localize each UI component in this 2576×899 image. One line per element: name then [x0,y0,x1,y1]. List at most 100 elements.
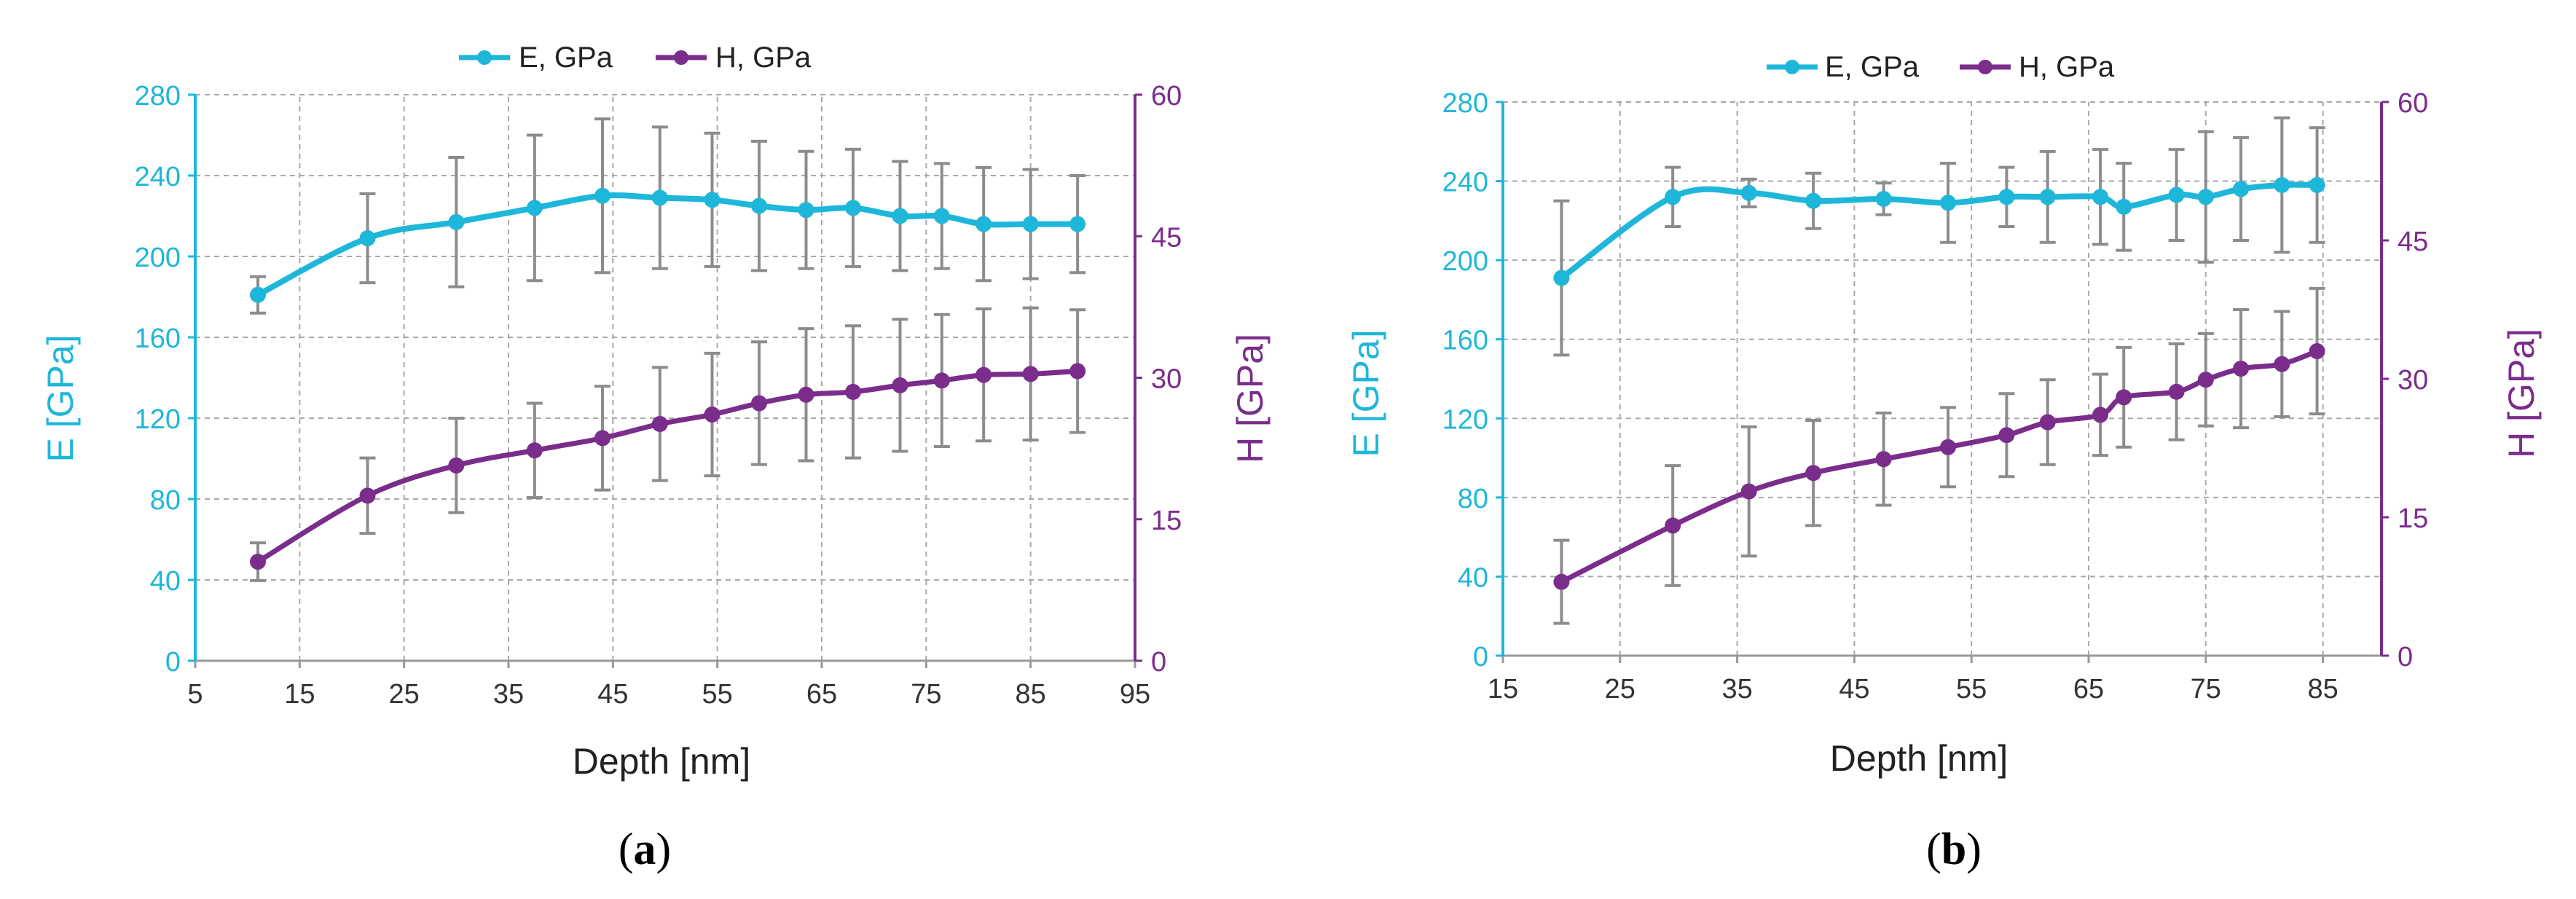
y-right-tick-label: 15 [2398,503,2428,534]
panel-b: 15 25 35 45 55 65 75 85040801201602002402800153… [1346,51,2542,874]
h-data-point [933,372,950,389]
y-left-tick-label: 120 [135,404,181,435]
panel-b-legend: E, GPa H, GPa [1767,51,2115,83]
x-tick-label: 45 [597,679,628,710]
h-data-point [2274,356,2290,372]
caption-open: ( [1926,825,1941,874]
h-data-point [892,377,908,393]
y-right-tick-label: 15 [1151,506,1182,536]
e-data-point [2197,189,2214,205]
h-data-point [2092,407,2109,423]
e-data-point [751,197,767,214]
h-series-line [1560,348,2318,584]
h-data-point [2309,343,2325,359]
h-data-point [594,430,610,447]
panel-b-x-axis-label: Depth [nm] [1830,738,2008,779]
e-data-point [975,216,992,232]
panel-b-series-lines [1560,181,2318,584]
panel-a-data-points [250,187,1086,570]
e-data-point [2039,189,2056,205]
y-left-tick-label: 80 [1458,484,1488,514]
e-data-point [1069,216,1086,232]
e-series-line [256,192,1078,298]
panel-b-data-points [1553,177,2325,590]
panel-a-axes [188,93,1142,668]
h-data-point [448,457,465,474]
y-left-tick-label: 160 [1442,326,1488,356]
x-tick-label: 45 [1839,674,1869,704]
legend-h-marker [674,50,688,65]
y-right-tick-label: 60 [2398,88,2428,119]
h-data-point [751,395,767,412]
h-series-line [256,368,1078,565]
h-data-point [1875,451,1892,468]
y-left-tick-label: 40 [1458,562,1488,593]
x-tick-label: 65 [806,679,837,710]
h-data-point [2197,372,2214,388]
e-data-point [1553,270,1570,286]
e-data-point [933,208,950,224]
panel-a-x-axis-label: Depth [nm] [573,741,751,782]
e-data-point [1740,184,1757,201]
x-tick-label: 5 [187,679,203,710]
x-tick-label: 25 [1605,674,1635,704]
h-data-point [1069,363,1086,380]
y-left-tick-label: 240 [135,162,181,192]
e-data-point [1665,189,1681,205]
y-left-tick-label: 240 [1442,168,1488,198]
h-data-point [1665,517,1681,534]
e-data-point [704,192,720,208]
x-tick-label: 65 [2073,674,2104,704]
e-data-point [1875,191,1892,207]
x-tick-label: 15 [1488,674,1518,704]
h-data-point [651,415,668,432]
y-left-tick-label: 0 [165,647,181,678]
x-tick-label: 85 [1016,679,1046,710]
x-tick-label: 75 [2191,674,2221,704]
panel-a-grid [195,94,1136,661]
h-data-point [250,554,266,570]
y-left-tick-label: 0 [1473,642,1488,672]
x-tick-label: 35 [1721,674,1752,704]
e-data-point [2309,177,2325,193]
panel-b-grid [1503,101,2381,656]
panel-a-series-lines [256,192,1078,565]
x-tick-label: 55 [702,679,733,710]
e-data-point [594,187,610,204]
e-data-point [798,202,814,219]
caption-letter: a [634,825,656,874]
y-right-tick-label: 0 [1151,647,1166,678]
e-data-point [892,208,908,224]
x-tick-label: 25 [389,679,420,710]
x-tick-label: 35 [493,679,524,710]
h-data-point [1940,439,1957,455]
e-series-line [1560,181,2317,280]
h-data-point [359,487,376,504]
h-data-point [2168,383,2185,400]
panel-b-tick-labels: 15 25 35 45 55 65 75 85040801201602002402800153… [1442,88,2429,704]
e-data-point [2233,181,2250,197]
h-data-point [798,386,814,403]
panel-a: 5 15 25 35 45 55 65 75 85 95040801201602002402800… [40,42,1271,874]
e-data-point [2116,198,2132,215]
caption-open: ( [619,825,634,874]
y-left-tick-label: 200 [1442,246,1488,277]
h-data-point [2233,361,2250,377]
h-data-point [1805,465,1822,482]
h-data-point [2039,414,2056,431]
h-data-point [1998,427,2015,444]
h-data-point [1740,483,1757,500]
legend-e-label: E, GPa [1825,51,1920,83]
panel-a-caption: (a) [619,825,671,874]
y-left-tick-label: 120 [1442,404,1488,435]
h-data-point [704,407,720,423]
y-left-tick-label: 160 [135,323,181,354]
e-data-point [1940,195,1957,211]
e-data-point [448,213,465,230]
y-right-tick-label: 60 [1151,81,1182,111]
x-tick-label: 15 [284,679,315,710]
panel-a-y-left-label: E [GPa] [40,334,81,462]
e-data-point [1022,216,1039,232]
x-tick-label: 85 [2307,674,2338,704]
